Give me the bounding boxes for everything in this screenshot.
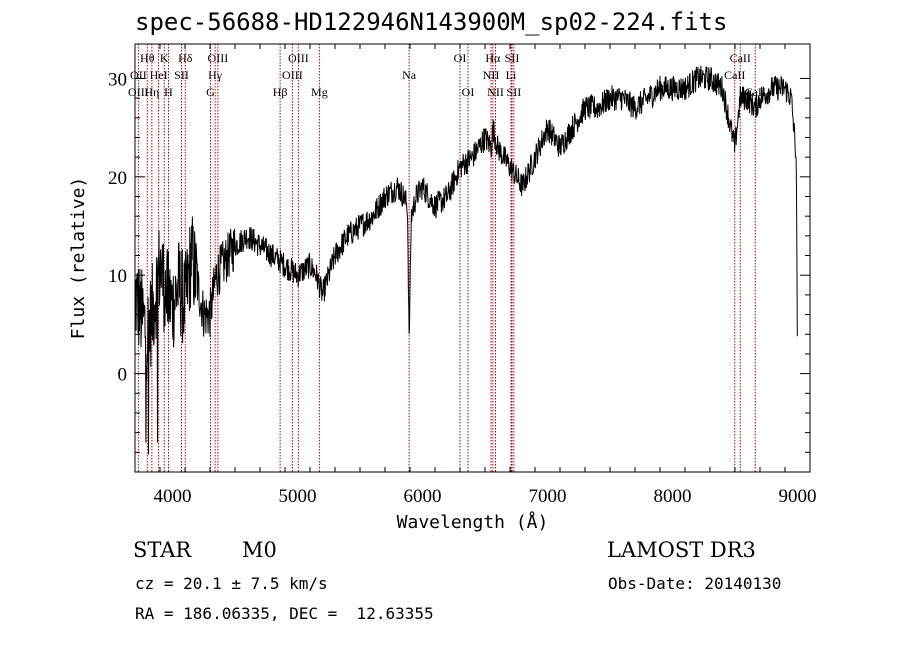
y-tick-label: 0 <box>118 365 128 386</box>
x-tick-label: 8000 <box>654 486 692 507</box>
line-label: K <box>160 51 169 65</box>
x-tick-label: 6000 <box>404 486 442 507</box>
survey-name: LAMOST DR3 <box>607 538 756 562</box>
x-tick-label: 9000 <box>779 486 817 507</box>
line-label: Hδ <box>178 51 193 65</box>
y-tick-label: 20 <box>108 168 127 189</box>
line-label: G <box>206 85 215 99</box>
line-label: OII <box>130 68 147 82</box>
spectrum-line <box>134 65 798 455</box>
plot-frame <box>134 43 811 473</box>
line-label: Hγ <box>208 68 223 82</box>
x-axis-label: Wavelength (Å) <box>397 511 549 533</box>
line-label: OIII <box>128 85 149 99</box>
spectrum-series <box>134 65 798 455</box>
y-tick-label: 10 <box>108 266 127 287</box>
line-label: CaII <box>730 51 751 65</box>
line-label: Hβ <box>273 85 288 99</box>
object-type: STAR <box>133 538 192 562</box>
x-tick-label: 7000 <box>529 486 567 507</box>
line-label: SII <box>507 85 522 99</box>
x-tick-label: 5000 <box>279 486 317 507</box>
line-label: Na <box>402 68 417 82</box>
coordinates: RA = 186.06335, DEC = 12.63355 <box>135 604 434 623</box>
line-label: Hα <box>485 51 501 65</box>
line-label: Hθ <box>140 51 155 65</box>
y-axis-label: Flux (relative) <box>68 177 89 340</box>
line-label: OIII <box>208 51 229 65</box>
line-label: OIII <box>282 68 303 82</box>
line-label: OI <box>454 51 467 65</box>
obs-date: Obs-Date: 20140130 <box>608 574 782 593</box>
line-label: SII <box>174 68 189 82</box>
line-label: Hη <box>144 85 159 99</box>
chart-title: spec-56688-HD122946N143900M_sp02-224.fit… <box>135 8 728 36</box>
line-label: CaII <box>724 68 745 82</box>
line-label: SII <box>505 51 520 65</box>
x-tick-label: 4000 <box>154 486 192 507</box>
line-label: HeI <box>150 68 168 82</box>
line-label: H <box>164 85 173 99</box>
y-tick-label: 30 <box>108 69 127 90</box>
line-label: NII <box>487 85 504 99</box>
subclass: M0 <box>242 538 277 562</box>
line-label: OI <box>462 85 475 99</box>
line-label: Li <box>506 68 517 82</box>
line-label: NII <box>483 68 500 82</box>
line-label: Mg <box>311 85 328 99</box>
axis-ticks: 4000 5000 6000 7000 8000 9000 0 10 20 30 <box>108 44 817 507</box>
line-label: OIII <box>288 51 309 65</box>
redshift-cz: cz = 20.1 ± 7.5 km/s <box>135 574 328 593</box>
